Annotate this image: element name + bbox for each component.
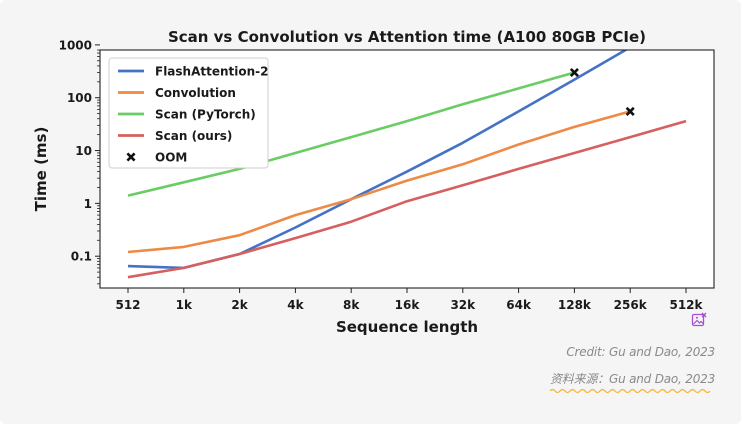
x-tick-label: 8k — [343, 298, 360, 312]
image-edit-icon[interactable] — [691, 312, 707, 328]
x-tick-label: 64k — [506, 298, 532, 312]
legend-label: Scan (PyTorch) — [155, 108, 256, 122]
oom-marker — [569, 67, 579, 78]
y-tick-label: 1000 — [59, 38, 92, 52]
series-line-3 — [127, 119, 687, 279]
legend-label: OOM — [155, 151, 187, 165]
x-tick-label: 512k — [669, 298, 703, 312]
x-tick-label: 1k — [176, 298, 193, 312]
x-axis-label: Sequence length — [336, 318, 478, 336]
plot-frame — [99, 49, 715, 289]
credit-chinese: 资料来源：Gu and Dao, 2023 — [549, 370, 715, 394]
y-tick-label: 100 — [67, 91, 92, 105]
x-tick-label: 16k — [395, 298, 421, 312]
legend: FlashAttention-2 Convolution Scan (PyTorch… — [108, 57, 269, 169]
y-tick-label: 0.1 — [71, 250, 92, 264]
legend-label: Scan (ours) — [155, 129, 232, 143]
oom-x-shape — [625, 106, 635, 116]
chart-figure: Scan vs Convolution vs Attention time (A… — [22, 18, 722, 340]
legend-label: FlashAttention-2 — [155, 65, 269, 79]
y-tick-label: 1 — [84, 197, 92, 211]
credit-chinese-text: 资料来源：Gu and Dao, 2023 — [549, 372, 715, 386]
x-tick-label: 4k — [287, 298, 304, 312]
oom-x-shape — [569, 67, 579, 78]
squiggle-underline — [549, 388, 710, 394]
series-line-2 — [127, 71, 575, 197]
x-tick-label: 512 — [115, 298, 140, 312]
x-tick-label: 256k — [614, 298, 648, 312]
legend-label: Convolution — [155, 86, 236, 100]
oom-marker — [625, 106, 635, 116]
x-tick-label: 32k — [450, 298, 476, 312]
x-tick-label: 128k — [558, 298, 592, 312]
series-line-1 — [127, 110, 631, 254]
x-tick-label: 2k — [231, 298, 248, 312]
legend-oom-marker — [126, 152, 136, 162]
series-group — [127, 50, 687, 279]
credit-english: Credit: Gu and Dao, 2023 — [566, 345, 715, 359]
y-axis-label: Time (ms) — [32, 127, 50, 212]
legend-box — [108, 57, 269, 169]
chart-title: Scan vs Convolution vs Attention time (A… — [168, 28, 646, 46]
chart-svg: Scan vs Convolution vs Attention time (A… — [32, 28, 715, 336]
y-tick-label: 10 — [75, 144, 92, 158]
